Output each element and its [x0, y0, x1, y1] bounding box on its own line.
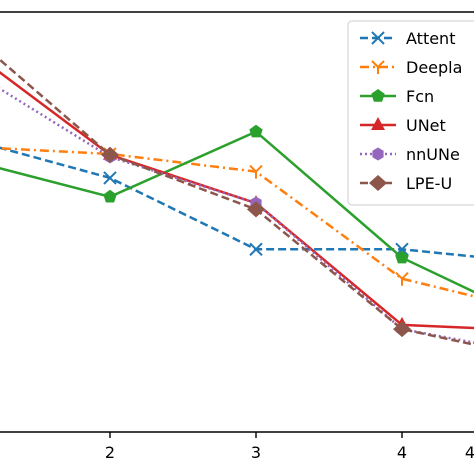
series-lpe-u	[0, 58, 474, 346]
legend-label: nnUNe	[406, 145, 460, 164]
legend-label: Fcn	[406, 87, 434, 106]
x-tick-label: 3	[251, 443, 261, 462]
data-point	[395, 250, 409, 264]
legend-label: Attent	[406, 29, 455, 48]
legend-label: UNet	[406, 116, 446, 135]
x-axis-ticks: 2 3 4 4	[105, 432, 474, 462]
series-fcn	[0, 124, 474, 294]
legend-marker	[371, 31, 385, 45]
legend-entry: LPE-U	[360, 174, 452, 193]
data-point	[249, 242, 263, 257]
legend-marker	[369, 175, 387, 191]
legend-entry: Deepla	[360, 58, 462, 77]
legend-entry: Attent	[360, 29, 455, 48]
legend-marker	[371, 60, 385, 74]
data-point	[249, 164, 263, 179]
legend: Attent Deepla Fcn UNet nnUNe LPE-U	[347, 20, 474, 206]
data-point	[103, 171, 117, 185]
data-point	[393, 321, 411, 338]
legend-entry: nnUNe	[360, 145, 460, 164]
data-point	[103, 189, 117, 203]
series-layer	[0, 58, 474, 346]
legend-label: LPE-U	[406, 174, 452, 193]
legend-entry: Fcn	[360, 87, 434, 106]
legend-marker	[371, 89, 385, 102]
legend-marker	[372, 147, 384, 161]
data-point	[249, 124, 263, 138]
x-tick-label: 2	[105, 443, 115, 462]
x-tick-label-partial: 4	[465, 443, 474, 462]
data-point	[101, 146, 119, 163]
series-attent	[0, 146, 474, 258]
data-point	[395, 271, 409, 286]
legend-label: Deepla	[406, 58, 462, 77]
data-point	[247, 201, 265, 218]
legend-marker	[371, 117, 385, 130]
x-tick-label: 4	[397, 443, 407, 462]
axes-frame	[0, 11, 474, 433]
legend-entry: UNet	[360, 116, 446, 135]
